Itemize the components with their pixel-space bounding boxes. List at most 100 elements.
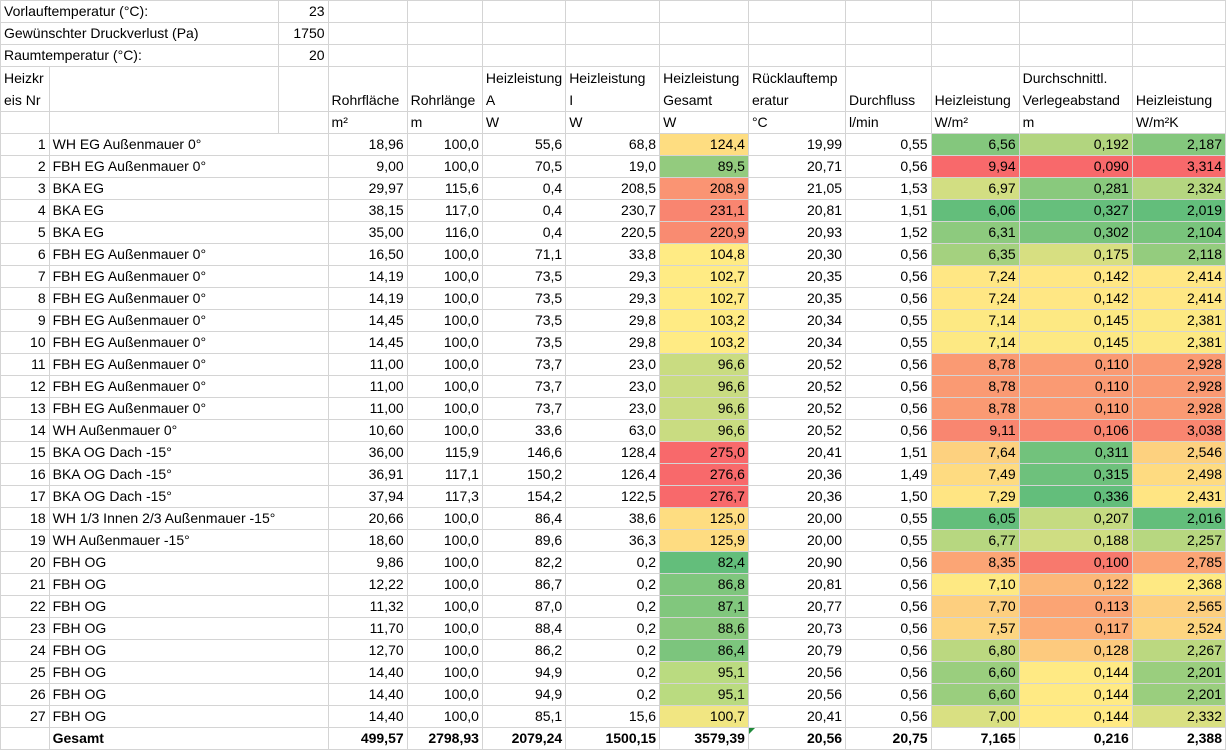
heizleistung-gesamt[interactable]: 96,6 — [659, 375, 749, 398]
ruecklauftemperatur[interactable]: 21,05 — [747, 177, 847, 200]
verlegeabstand[interactable]: 0,110 — [1018, 353, 1133, 376]
heizkreis-nr[interactable]: 25 — [0, 661, 50, 684]
rohrflaeche[interactable]: 11,00 — [327, 397, 408, 420]
rohrflaeche[interactable]: 11,32 — [327, 595, 408, 618]
heizleistung-wm2k[interactable]: 2,016 — [1131, 507, 1226, 530]
heizleistung-wm2[interactable]: 7,10 — [930, 573, 1020, 596]
ruecklauftemperatur[interactable]: 20,34 — [747, 331, 847, 354]
heizleistung-a[interactable]: 0,4 — [481, 177, 567, 200]
durchfluss[interactable]: 0,56 — [845, 595, 932, 618]
unit-cell[interactable]: W — [481, 111, 567, 134]
rohrflaeche[interactable]: 18,60 — [327, 529, 408, 552]
heizkreis-name[interactable]: FBH OG — [48, 661, 279, 684]
column-header[interactable]: Heizleistung Gesamt — [659, 66, 749, 112]
heizkreis-nr[interactable]: 23 — [0, 617, 50, 640]
heizleistung-wm2k[interactable]: 2,381 — [1131, 309, 1226, 332]
rohrflaeche[interactable]: 20,66 — [327, 507, 408, 530]
heizleistung-wm2k[interactable]: 2,332 — [1131, 705, 1226, 728]
rohrflaeche[interactable]: 14,40 — [327, 683, 408, 706]
empty-cell[interactable] — [930, 22, 1020, 45]
total-rl[interactable]: 2798,93 — [406, 727, 483, 750]
heizleistung-wm2[interactable]: 6,06 — [930, 199, 1020, 222]
durchfluss[interactable]: 0,56 — [845, 573, 932, 596]
verlegeabstand[interactable]: 0,113 — [1018, 595, 1133, 618]
heizleistung-wm2k[interactable]: 2,019 — [1131, 199, 1226, 222]
ruecklauftemperatur[interactable]: 20,00 — [747, 507, 847, 530]
verlegeabstand[interactable]: 0,100 — [1018, 551, 1133, 574]
rohrlaenge[interactable]: 100,0 — [406, 529, 483, 552]
verlegeabstand[interactable]: 0,281 — [1018, 177, 1133, 200]
empty-cell[interactable] — [1131, 44, 1226, 67]
heizkreis-name[interactable]: BKA EG — [48, 199, 279, 222]
rohrflaeche[interactable]: 11,00 — [327, 375, 408, 398]
total-va[interactable]: 0,216 — [1018, 727, 1133, 750]
rohrlaenge[interactable]: 100,0 — [406, 331, 483, 354]
heizkreis-nr[interactable]: 6 — [0, 243, 50, 266]
empty-cell[interactable] — [565, 44, 661, 67]
rohrflaeche[interactable]: 9,00 — [327, 155, 408, 178]
heizleistung-gesamt[interactable]: 276,7 — [659, 485, 749, 508]
rohrflaeche[interactable]: 14,45 — [327, 309, 408, 332]
heizkreis-nr[interactable]: 2 — [0, 155, 50, 178]
durchfluss[interactable]: 0,55 — [845, 309, 932, 332]
heizkreis-nr[interactable]: 24 — [0, 639, 50, 662]
heizleistung-a[interactable]: 0,4 — [481, 221, 567, 244]
heizleistung-gesamt[interactable]: 102,7 — [659, 265, 749, 288]
heizleistung-a[interactable]: 73,5 — [481, 331, 567, 354]
heizleistung-gesamt[interactable]: 208,9 — [659, 177, 749, 200]
heizleistung-wm2k[interactable]: 2,257 — [1131, 529, 1226, 552]
ruecklauftemperatur[interactable]: 20,41 — [747, 441, 847, 464]
column-header[interactable]: Heizleistung — [1131, 66, 1226, 112]
durchfluss[interactable]: 0,56 — [845, 419, 932, 442]
empty-cell[interactable] — [278, 595, 329, 618]
heizleistung-a[interactable]: 87,0 — [481, 595, 567, 618]
heizkreis-nr[interactable]: 27 — [0, 705, 50, 728]
rohrflaeche[interactable]: 16,50 — [327, 243, 408, 266]
heizleistung-a[interactable]: 94,9 — [481, 661, 567, 684]
heizleistung-wm2[interactable]: 7,14 — [930, 309, 1020, 332]
rohrflaeche[interactable]: 37,94 — [327, 485, 408, 508]
verlegeabstand[interactable]: 0,110 — [1018, 397, 1133, 420]
empty-cell[interactable] — [481, 0, 567, 23]
rohrflaeche[interactable]: 36,91 — [327, 463, 408, 486]
unit-cell[interactable]: m — [1018, 111, 1133, 134]
empty-cell[interactable] — [48, 111, 279, 134]
rohrflaeche[interactable]: 18,96 — [327, 133, 408, 156]
empty-cell[interactable] — [278, 375, 329, 398]
column-header[interactable]: Heizleistung A — [481, 66, 567, 112]
empty-cell[interactable] — [565, 22, 661, 45]
heizleistung-a[interactable]: 86,4 — [481, 507, 567, 530]
ruecklauftemperatur[interactable]: 20,77 — [747, 595, 847, 618]
heizleistung-wm2k[interactable]: 2,785 — [1131, 551, 1226, 574]
column-header[interactable]: Durchfluss — [845, 66, 932, 112]
verlegeabstand[interactable]: 0,090 — [1018, 155, 1133, 178]
ruecklauftemperatur[interactable]: 20,52 — [747, 353, 847, 376]
verlegeabstand[interactable]: 0,122 — [1018, 573, 1133, 596]
empty-cell[interactable] — [278, 727, 329, 750]
durchfluss[interactable]: 0,56 — [845, 551, 932, 574]
rohrlaenge[interactable]: 100,0 — [406, 309, 483, 332]
empty-cell[interactable] — [406, 22, 483, 45]
ruecklauftemperatur[interactable]: 20,35 — [747, 265, 847, 288]
verlegeabstand[interactable]: 0,106 — [1018, 419, 1133, 442]
verlegeabstand[interactable]: 0,145 — [1018, 309, 1133, 332]
empty-cell[interactable] — [278, 221, 329, 244]
empty-cell[interactable] — [481, 44, 567, 67]
verlegeabstand[interactable]: 0,207 — [1018, 507, 1133, 530]
empty-cell[interactable] — [659, 0, 749, 23]
heizkreis-name[interactable]: FBH OG — [48, 639, 279, 662]
ruecklauftemperatur[interactable]: 20,34 — [747, 309, 847, 332]
heizkreis-nr[interactable]: 13 — [0, 397, 50, 420]
durchfluss[interactable]: 0,56 — [845, 661, 932, 684]
rohrflaeche[interactable]: 14,19 — [327, 287, 408, 310]
empty-cell[interactable] — [747, 0, 847, 23]
heizleistung-gesamt[interactable]: 125,9 — [659, 529, 749, 552]
heizleistung-a[interactable]: 146,6 — [481, 441, 567, 464]
rohrflaeche[interactable]: 12,22 — [327, 573, 408, 596]
heizleistung-wm2[interactable]: 6,77 — [930, 529, 1020, 552]
heizleistung-i[interactable]: 38,6 — [565, 507, 661, 530]
verlegeabstand[interactable]: 0,145 — [1018, 331, 1133, 354]
heizkreis-nr[interactable]: 4 — [0, 199, 50, 222]
param-value[interactable]: 1750 — [277, 22, 329, 45]
